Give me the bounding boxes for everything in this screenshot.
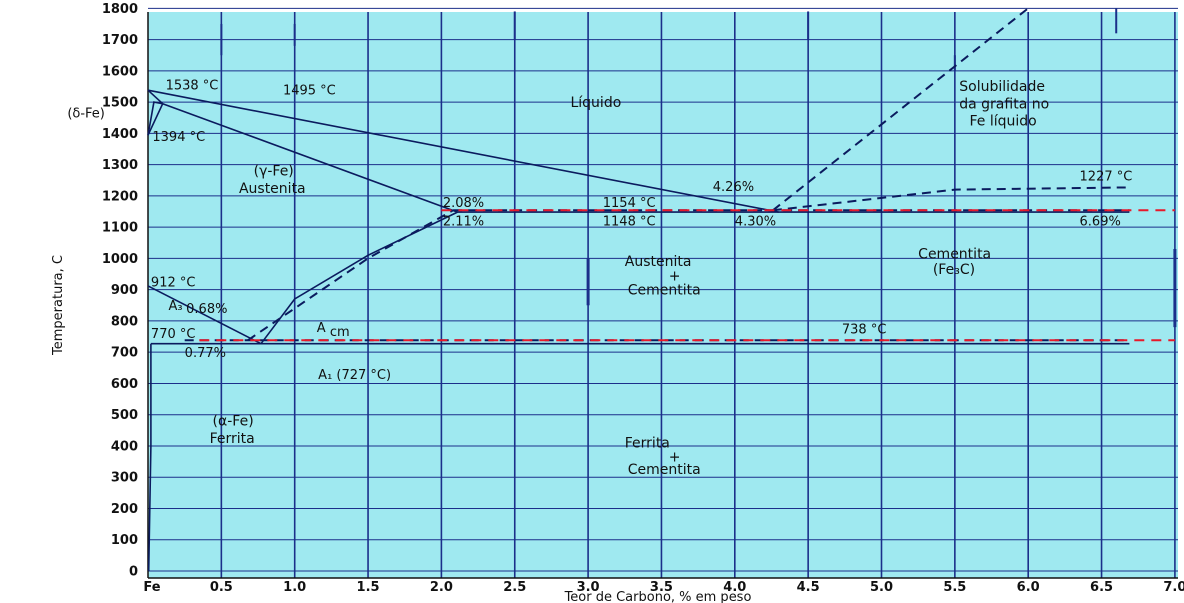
annotation-label: (α-Fe) (213, 414, 254, 430)
annotation-label: 0.77% (185, 346, 226, 361)
dashed-phase-line (772, 186, 1130, 212)
x-axis-title: Teor de Carbono, % em peso (564, 590, 752, 603)
x-axis: Fe 0.5 1.0 1.5 2.0 2.5 3.0 3.5 4.0 4.5 5.0 5.5 6.0 6.… (143, 580, 1184, 595)
annotation-label: 4.30% (735, 215, 776, 230)
y-tick-label: 1800 (102, 2, 138, 17)
annotation-label: Ferrita (210, 431, 255, 447)
annotation-label: Austenita (625, 254, 692, 270)
y-tick-label: 1300 (102, 158, 138, 173)
y-tick-label: 300 (111, 471, 138, 486)
annotation-label: Solubilidade (959, 79, 1045, 95)
annotation-label: Cementita (628, 282, 701, 298)
x-tick-label: 5.5 (943, 580, 966, 595)
y-tick-label: 0 (129, 565, 138, 580)
annotation-label: 1495 °C (283, 83, 336, 98)
extra-marks (220, 8, 1177, 328)
y-tick-label: 1600 (102, 64, 138, 79)
annotation-label: A (317, 321, 326, 336)
annotation-label: A₃ (169, 299, 183, 314)
x-tick-label: 2.5 (503, 580, 526, 595)
annotation-label: 1394 °C (152, 130, 205, 145)
annotation-label: + (669, 268, 681, 284)
annotation-label: Líquido (570, 95, 621, 111)
x-tick-label: 3.5 (650, 580, 673, 595)
phase-line (147, 343, 152, 572)
annotation-label: 912 °C (151, 276, 196, 291)
y-axis-title: Temperatura, C (51, 255, 66, 356)
annotation-label: 1227 °C (1080, 169, 1133, 184)
grid (147, 7, 1178, 579)
x-tick-label: 5.0 (870, 580, 893, 595)
annotation-label: Cementita (918, 246, 991, 262)
plot-area (148, 12, 1178, 578)
y-tick-label: 200 (111, 502, 138, 517)
red-dashed-lines (199, 209, 1175, 342)
y-tick-label: 1500 (102, 96, 138, 111)
annotations: 1538 °C 1495 °C (δ-Fe) 1394 °C Líquido Solubi… (67, 79, 1132, 478)
y-tick-label: 400 (111, 439, 138, 454)
y-tick-label: 500 (111, 408, 138, 423)
phase-line (147, 285, 262, 345)
y-tick-label: 1400 (102, 127, 138, 142)
annotation-label: 0.68% (186, 302, 227, 317)
annotation-label: 770 °C (151, 327, 196, 342)
annotation-label: cm (330, 325, 350, 340)
y-tick-label: 1200 (102, 189, 138, 204)
phase-line (147, 89, 164, 105)
annotation-label: 2.11% (443, 215, 484, 230)
phase-line (147, 101, 163, 136)
y-tick-label: 900 (111, 283, 138, 298)
phase-line (162, 102, 458, 213)
y-tick-label: 800 (111, 314, 138, 329)
annotation-label: (Fe₃C) (933, 262, 975, 278)
dashed-phase-line (772, 7, 1029, 212)
x-tick-label: 4.5 (797, 580, 820, 595)
annotation-label: 1538 °C (166, 79, 219, 94)
annotation-label: 1148 °C (603, 215, 656, 230)
annotation-label: Fe líquido (970, 114, 1037, 130)
x-tick-label: 4.0 (723, 580, 746, 595)
x-tick-label: 0.5 (210, 580, 233, 595)
annotation-label: (γ-Fe) (254, 164, 294, 180)
y-tick-label: 1100 (102, 221, 138, 236)
y-tick-label: 100 (111, 533, 138, 548)
x-tick-label: Fe (143, 580, 160, 595)
annotation-label: Ferrita (625, 436, 670, 452)
annotation-label: Austenita (239, 181, 306, 197)
annotation-label: 1154 °C (603, 196, 656, 211)
y-tick-label: 1700 (102, 33, 138, 48)
y-tick-label: 700 (111, 346, 138, 361)
annotation-label: + (669, 450, 681, 466)
y-tick-label: 1000 (102, 252, 138, 267)
annotation-label: A₁ (727 °C) (318, 368, 391, 383)
phase-line (147, 103, 164, 136)
y-tick-label: 600 (111, 377, 138, 392)
annotation-label: 2.08% (443, 196, 484, 211)
x-tick-label: 3.0 (577, 580, 600, 595)
x-tick-label: 6.0 (1017, 580, 1040, 595)
x-tick-label: 7.0 (1163, 580, 1184, 595)
dashed-phase-line (247, 209, 454, 342)
annotation-label: da grafita no (959, 96, 1049, 112)
x-tick-label: 1.0 (283, 580, 306, 595)
x-tick-label: 6.5 (1090, 580, 1113, 595)
y-axis: 0 100 200 300 400 500 600 700 800 900 1000 1100 1200… (102, 2, 138, 580)
annotation-label: (δ-Fe) (67, 107, 105, 122)
annotation-label: 738 °C (842, 322, 887, 337)
annotation-label: 6.69% (1080, 215, 1121, 230)
x-tick-label: 2.0 (430, 580, 453, 595)
phase-line (147, 89, 779, 213)
annotation-label: Cementita (628, 462, 701, 478)
annotation-label: 4.26% (713, 180, 754, 195)
x-tick-label: 1.5 (357, 580, 380, 595)
